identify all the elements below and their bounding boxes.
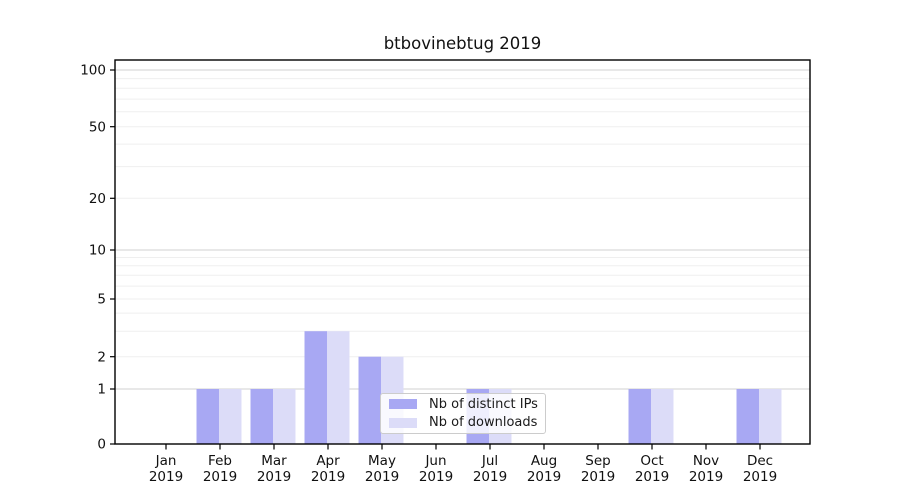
x-tick-label-month: May xyxy=(368,453,396,469)
x-tick-label-year: 2019 xyxy=(257,469,291,485)
x-tick-label-month: Oct xyxy=(640,453,663,469)
legend-swatch-distinct-ips xyxy=(389,399,417,410)
bar-distinct-ips xyxy=(736,389,759,444)
legend-entry: Nb of downloads xyxy=(389,415,537,432)
x-tick-label-month: Mar xyxy=(261,453,287,469)
x-tick-label-month: Apr xyxy=(316,453,340,469)
bar-distinct-ips xyxy=(358,356,381,444)
legend-label: Nb of distinct IPs xyxy=(429,396,538,412)
legend: Nb of distinct IPs Nb of downloads xyxy=(380,393,546,434)
x-tick-label-year: 2019 xyxy=(689,469,723,485)
x-tick-label-year: 2019 xyxy=(743,469,777,485)
legend-entry: Nb of distinct IPs xyxy=(389,396,538,413)
bar-downloads xyxy=(219,389,242,444)
y-tick-label: 0 xyxy=(97,437,106,453)
x-tick-label-month: Nov xyxy=(693,453,719,469)
x-tick-label-year: 2019 xyxy=(473,469,507,485)
bar-distinct-ips xyxy=(304,331,327,444)
bar-distinct-ips xyxy=(628,389,651,444)
y-tick-label: 1 xyxy=(97,382,106,398)
y-tick-label: 2 xyxy=(97,349,106,365)
x-tick-label-month: Jul xyxy=(481,453,498,469)
y-tick-label: 20 xyxy=(89,191,106,207)
bar-distinct-ips xyxy=(196,389,219,444)
x-tick-label-month: Jun xyxy=(424,453,446,469)
x-tick-label-year: 2019 xyxy=(203,469,237,485)
x-tick-label-month: Sep xyxy=(585,453,610,469)
x-tick-label-month: Jan xyxy=(155,453,177,469)
x-tick-label-month: Dec xyxy=(747,453,773,469)
legend-label: Nb of downloads xyxy=(429,415,538,431)
legend-swatch-downloads xyxy=(389,417,417,428)
x-tick-label-year: 2019 xyxy=(365,469,399,485)
x-tick-label-year: 2019 xyxy=(311,469,345,485)
y-tick-label: 5 xyxy=(97,292,106,308)
y-tick-label: 100 xyxy=(80,63,106,79)
bar-downloads xyxy=(759,389,782,444)
bar-downloads xyxy=(327,331,350,444)
chart-title: btbovinebtug 2019 xyxy=(383,34,542,53)
x-tick-label-year: 2019 xyxy=(419,469,453,485)
x-tick-label-year: 2019 xyxy=(527,469,561,485)
x-tick-label-year: 2019 xyxy=(581,469,615,485)
plot-border xyxy=(114,59,811,445)
x-tick-label-month: Feb xyxy=(208,453,232,469)
bar-distinct-ips xyxy=(250,389,273,444)
bar-downloads xyxy=(651,389,674,444)
x-tick-label-year: 2019 xyxy=(149,469,183,485)
bar-downloads xyxy=(273,389,296,444)
y-tick-label: 10 xyxy=(89,243,106,259)
x-tick-label-year: 2019 xyxy=(635,469,669,485)
x-tick-label-month: Aug xyxy=(531,453,557,469)
y-tick-label: 50 xyxy=(89,119,106,135)
